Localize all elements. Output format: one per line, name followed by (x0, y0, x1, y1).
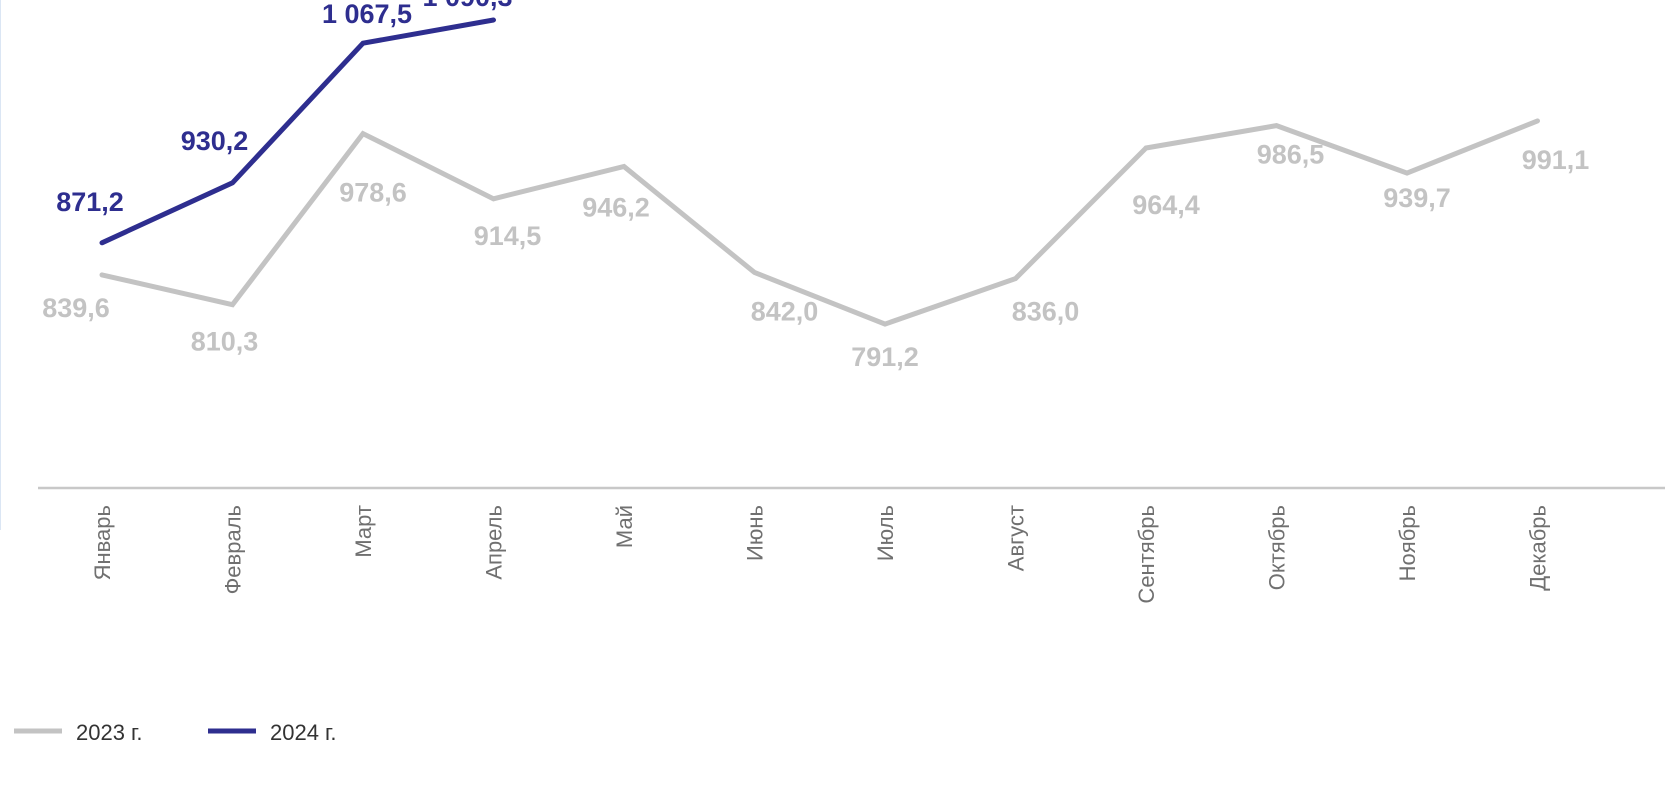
data-label: 842,0 (751, 296, 819, 326)
data-label: 791,2 (851, 342, 919, 372)
series-lines (99, 17, 1540, 327)
legend-label: 2024 г. (270, 720, 337, 745)
data-label: 930,2 (181, 126, 249, 156)
x-tick-label: Июнь (743, 505, 768, 561)
x-tick-label: Апрель (482, 505, 507, 580)
x-tick-label: Октябрь (1265, 505, 1290, 590)
data-label: 1 090,3 (422, 0, 512, 12)
data-label: 986,5 (1257, 140, 1325, 170)
x-tick-label: Август (1004, 505, 1029, 571)
x-tick-label: Май (612, 505, 637, 548)
data-label: 939,7 (1383, 183, 1451, 213)
x-tick-label: Сентябрь (1134, 505, 1159, 604)
data-label: 839,6 (42, 293, 110, 323)
data-label: 871,2 (56, 187, 124, 217)
x-tick-label: Ноябрь (1395, 505, 1420, 581)
data-label: 946,2 (582, 193, 650, 223)
x-tick-label: Март (351, 505, 376, 558)
legend-label: 2023 г. (76, 720, 143, 745)
x-tick-label: Февраль (221, 505, 246, 594)
x-tick-label: Декабрь (1526, 505, 1551, 591)
series-line-1 (99, 118, 1540, 327)
x-tick-label: Январь (90, 505, 115, 580)
data-label: 914,5 (474, 221, 542, 251)
data-label: 836,0 (1012, 297, 1080, 327)
series-line-2 (99, 17, 496, 246)
data-label: 810,3 (191, 327, 259, 357)
legend: 2023 г. 2024 г. (14, 720, 337, 745)
data-labels: 839,6 810,3 978,6 914,5 946,2 842,0 791,2 836,0… (42, 0, 1589, 372)
data-label: 964,4 (1132, 190, 1200, 220)
x-tick-label: Июль (873, 505, 898, 561)
data-label: 991,1 (1522, 145, 1590, 175)
data-label: 978,6 (339, 178, 407, 208)
x-tick-labels: Январь Февраль Март Апрель Май Июнь Июль Август… (90, 505, 1551, 604)
data-label: 1 067,5 (322, 0, 412, 29)
left-border-line (0, 0, 1, 530)
